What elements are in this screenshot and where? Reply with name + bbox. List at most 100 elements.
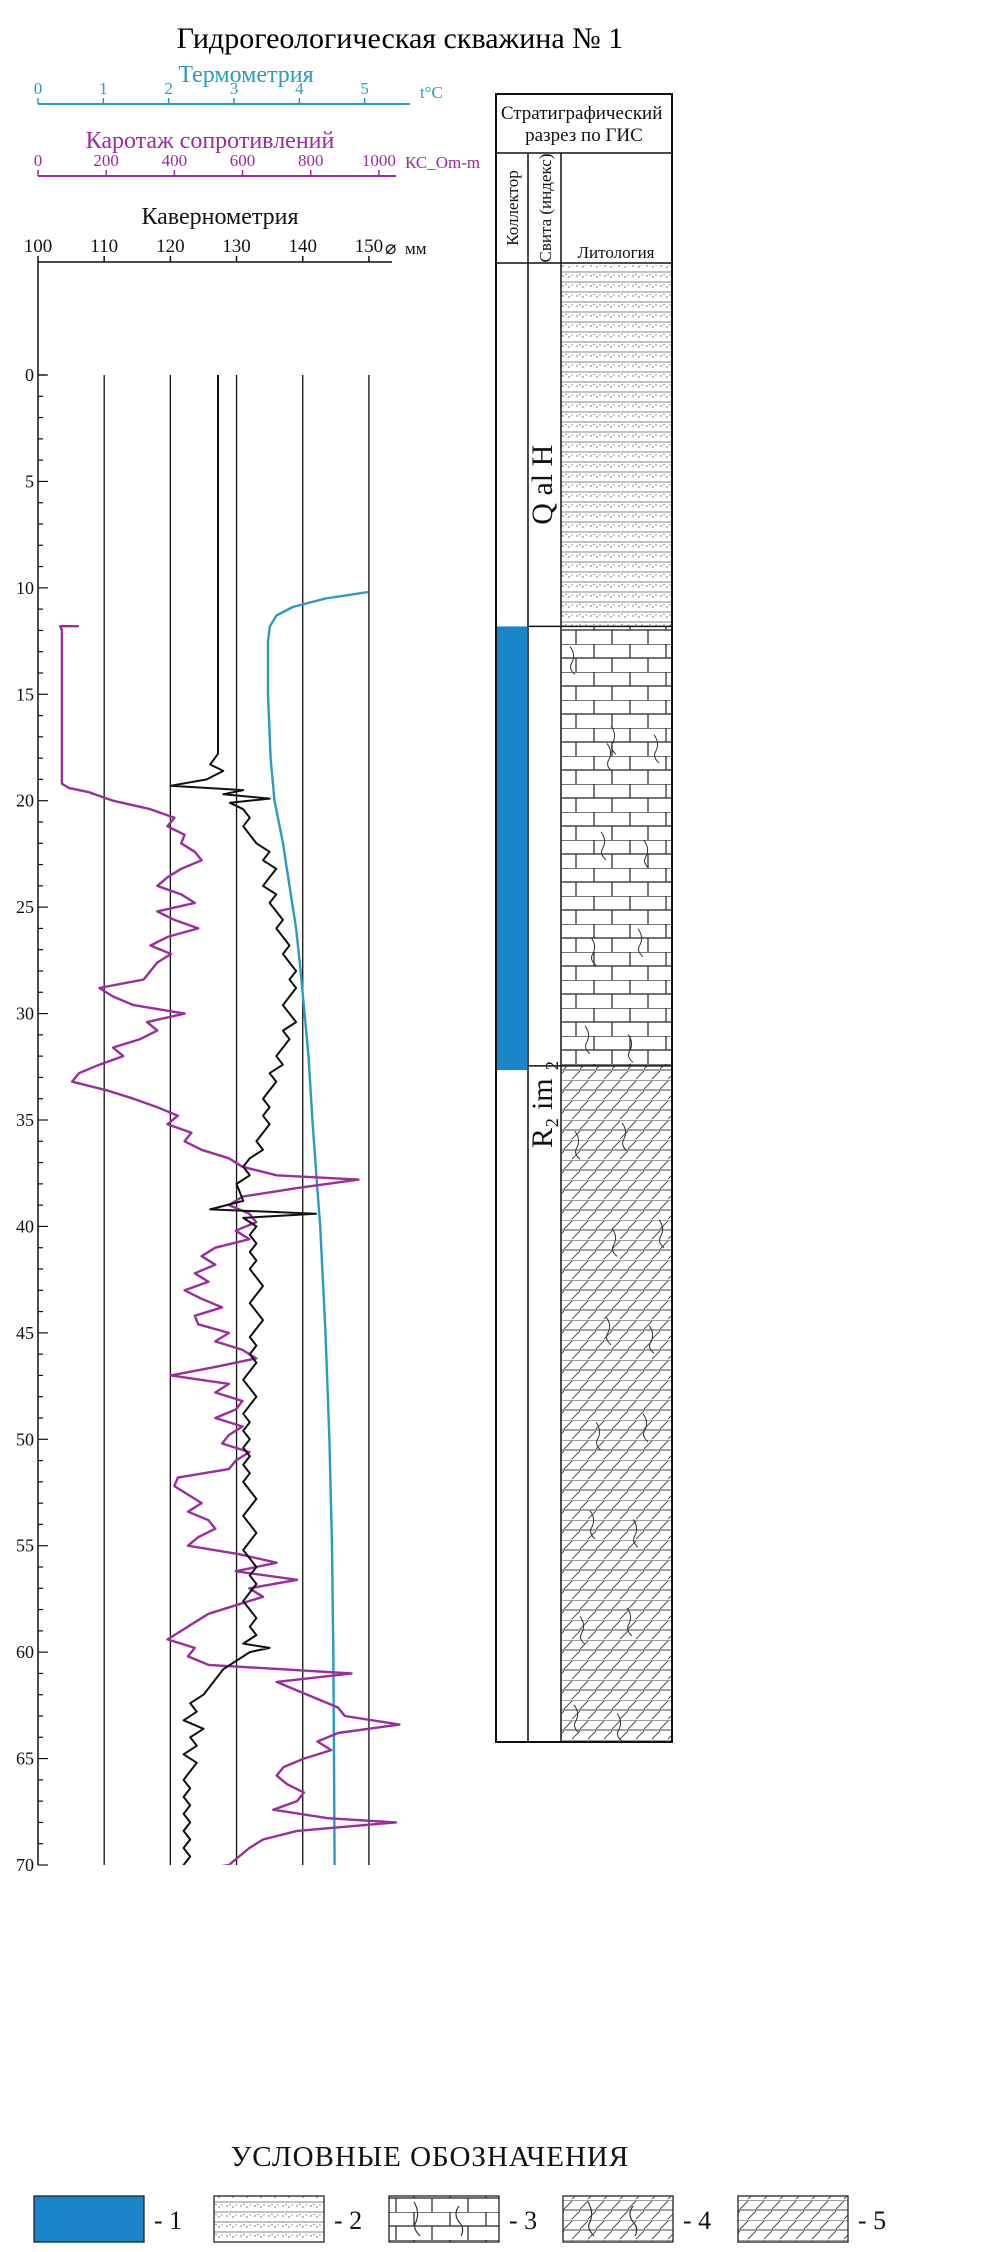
caliper-tick-label: 110 [90, 236, 118, 257]
legend-item-label: - 2 [334, 2206, 362, 2235]
fracture-mark [616, 1713, 623, 1742]
resist-axis-unit: КС_Om-m [405, 153, 480, 172]
suite-index-label: R₂ im ₂ [526, 1060, 559, 1148]
thermo-tick-label: 1 [99, 79, 108, 98]
col-lithology-label: Литология [578, 243, 655, 262]
fracture-mark [632, 1519, 639, 1548]
legend-swatch-sand [213, 2195, 325, 2243]
thermo-tick-label: 4 [295, 79, 304, 98]
thermo-tick-label: 0 [34, 79, 43, 98]
fracture-mark [590, 937, 597, 966]
depth-tick-label: 20 [16, 791, 34, 811]
fracture-mark [610, 725, 617, 755]
figure-title: Гидрогеологическая скважина № 1 [177, 22, 624, 55]
thermo-axis-label: Термометрия [178, 62, 313, 88]
fracture-mark [621, 1122, 628, 1152]
legend-item-label: - 5 [858, 2206, 886, 2235]
caliper-tick-label: 140 [288, 236, 317, 257]
caliper-tick-label: 100 [24, 236, 53, 257]
depth-tick-label: 65 [16, 1749, 34, 1769]
depth-tick-label: 10 [16, 578, 34, 598]
thermo-tick-label: 3 [230, 79, 239, 98]
depth-axis: 0 5 10 15 20 25 30 35 40 45 50 55 60 65 70 [16, 365, 48, 1875]
depth-tick-label: 5 [25, 471, 34, 491]
depth-tick-label: 30 [16, 1004, 34, 1024]
depth-tick-label: 45 [16, 1323, 34, 1343]
depth-tick-label: 0 [25, 365, 34, 385]
fracture-mark [648, 1325, 655, 1354]
fracture-mark [569, 646, 576, 675]
fracture-mark [643, 840, 650, 869]
thermo-axis-unit: t°C [420, 83, 443, 102]
resistivity-curve [59, 625, 401, 1865]
legend-swatch-dolomite [737, 2195, 849, 2243]
caliper-axis: Кавернометрия 100 110 120 130 140 150 ⌀ мм [24, 204, 427, 263]
col-collector-label: Коллектор [503, 170, 522, 246]
lithology-limestone [562, 626, 671, 1066]
temperature-curve [266, 590, 369, 1865]
depth-tick-label: 25 [16, 897, 34, 917]
caliper-axis-unit: мм [405, 239, 427, 258]
fracture-mark [611, 1228, 618, 1257]
resist-tick-label: 0 [34, 151, 43, 170]
fracture-mark [626, 1607, 633, 1637]
fracture-mark [600, 831, 607, 861]
legend-swatch-collector [33, 2195, 145, 2243]
legend-item-label: - 3 [509, 2206, 537, 2235]
legend-swatch-limestone_fractured [388, 2195, 500, 2243]
depth-tick-label: 70 [16, 1855, 34, 1875]
fracture-mark [589, 1510, 596, 1540]
suite-index-label: Q al H [526, 445, 559, 525]
log-curves [59, 375, 401, 1865]
fracture-mark [573, 1704, 580, 1734]
resist-tick-label: 1000 [362, 151, 396, 170]
fracture-mark [605, 1316, 612, 1346]
legend-swatch-dolomite_fractured [562, 2195, 674, 2243]
depth-tick-label: 35 [16, 1110, 34, 1130]
depth-tick-label: 55 [16, 1536, 34, 1556]
resist-tick-label: 200 [93, 151, 119, 170]
fracture-mark [606, 743, 613, 772]
fracture-mark [579, 1616, 586, 1645]
collector-interval [497, 626, 527, 1071]
fracture-mark [658, 1219, 665, 1249]
fracture-mark [595, 1422, 602, 1451]
fracture-mark [584, 1025, 591, 1055]
legend: УСЛОВНЫЕ ОБОЗНАЧЕНИЯ - 1 - 2 - 3 - 4 - 5 [33, 2141, 886, 2243]
thermo-tick-label: 2 [164, 79, 173, 98]
section-header: Стратиграфический разрез по ГИС [501, 103, 667, 146]
diameter-symbol: ⌀ [385, 238, 396, 259]
fracture-mark [627, 1034, 634, 1063]
resist-tick-label: 800 [298, 151, 324, 170]
resist-tick-label: 400 [162, 151, 188, 170]
resist-axis-label: Каротаж сопротивлений [86, 128, 335, 154]
thermo-tick-label: 5 [360, 79, 369, 98]
caliper-curve [169, 375, 317, 1865]
depth-tick-label: 50 [16, 1429, 34, 1449]
legend-item-label: - 1 [154, 2206, 182, 2235]
thermo-axis: Термометрия 0 1 2 3 4 5 t°C [34, 62, 443, 105]
section-header-line1: Стратиграфический [501, 103, 663, 124]
fracture-mark [637, 928, 644, 958]
fracture-mark [653, 734, 660, 764]
fracture-mark [642, 1413, 649, 1443]
resist-tick-label: 600 [230, 151, 256, 170]
section-header-line2: разрез по ГИС [525, 125, 643, 146]
lithology-sand [562, 265, 671, 627]
plot-grid [37, 262, 370, 1865]
col-suite-label: Свита (индекс) [536, 154, 555, 263]
resist-axis: Каротаж сопротивлений 0 200 400 600 800 1000 … [34, 128, 480, 177]
depth-tick-label: 15 [16, 684, 34, 704]
strat-section: Стратиграфический разрез по ГИС Коллекто… [495, 93, 673, 1743]
depth-tick-label: 60 [16, 1642, 34, 1662]
lithology-dolomite [562, 1065, 671, 1742]
caliper-tick-label: 150 [355, 236, 384, 257]
fracture-mark [574, 1131, 581, 1160]
caliper-axis-label: Кавернометрия [141, 204, 298, 230]
depth-tick-label: 40 [16, 1216, 34, 1236]
legend-item-label: - 4 [683, 2206, 711, 2235]
caliper-tick-label: 120 [156, 236, 185, 257]
caliper-tick-label: 130 [222, 236, 251, 257]
legend-title: УСЛОВНЫЕ ОБОЗНАЧЕНИЯ [231, 2141, 629, 2173]
